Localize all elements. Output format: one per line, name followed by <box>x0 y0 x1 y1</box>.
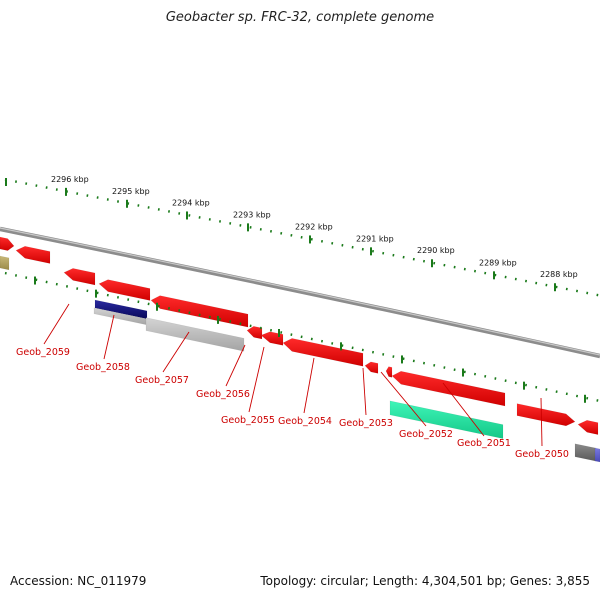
gene-arrow <box>282 338 364 367</box>
kbp-label: 2290 kbp <box>417 246 455 255</box>
feature-bar <box>0 255 10 271</box>
feature-bar <box>574 443 597 462</box>
leader-line <box>442 382 485 437</box>
accession-text: Accession: NC_011979 <box>10 574 147 588</box>
kbp-label: 2292 kbp <box>295 222 333 231</box>
leader-line <box>540 397 543 447</box>
leader-line <box>380 371 427 427</box>
gene-arrow <box>260 331 284 346</box>
feature-bar <box>389 400 504 439</box>
gene-label-group: Geob_2059 Geob_2058 Geob_2057 Geob_2056 Geob… <box>16 347 569 460</box>
gene-label: Geob_2058 <box>76 362 130 373</box>
feature-bar <box>594 447 600 463</box>
feature-bar <box>145 317 245 352</box>
backbone-line <box>0 226 600 359</box>
kbp-label: 2295 kbp <box>112 187 150 196</box>
kbp-label: 2288 kbp <box>540 270 578 279</box>
inner-tick-track <box>4 271 599 403</box>
genome-backbone <box>0 226 600 359</box>
leader-line <box>248 346 265 413</box>
backbone-highlight <box>0 227 600 356</box>
gene-label: Geob_2050 <box>515 449 569 460</box>
gene-label: Geob_2051 <box>457 438 511 449</box>
kbp-label: 2296 kbp <box>51 175 89 184</box>
kbp-scale-track: 2296 kbp 2295 kbp 2294 kbp 2293 kbp 2292 kbp… <box>4 175 599 297</box>
gene-arrow <box>15 245 51 264</box>
leader-line <box>162 331 190 373</box>
kbp-label: 2291 kbp <box>356 234 394 243</box>
gene-arrow <box>63 268 96 286</box>
gene-arrow <box>364 361 379 374</box>
gene-label: Geob_2054 <box>278 416 332 427</box>
gene-label: Geob_2055 <box>221 415 275 426</box>
gene-label: Geob_2059 <box>16 347 70 358</box>
gene-arrow <box>516 403 576 427</box>
leader-line <box>303 357 315 414</box>
kbp-label: 2289 kbp <box>479 258 517 267</box>
leader-line <box>103 314 115 360</box>
gene-arrow <box>0 236 15 251</box>
map-title: Geobacter sp. FRC-32, complete genome <box>165 10 435 25</box>
kbp-label: 2294 kbp <box>172 198 210 207</box>
gene-label: Geob_2052 <box>399 429 453 440</box>
gene-arrow <box>391 370 506 407</box>
gene-arrow <box>98 279 151 301</box>
gene-label: Geob_2056 <box>196 389 250 400</box>
leader-line <box>43 303 70 345</box>
gene-arrow <box>246 325 263 340</box>
leader-line <box>225 344 246 387</box>
leader-line <box>362 367 367 416</box>
kbp-label: 2293 kbp <box>233 210 271 219</box>
gene-arrow <box>385 366 393 378</box>
gene-label: Geob_2053 <box>339 418 393 429</box>
gene-arrow <box>577 419 599 435</box>
label-leader-lines <box>43 303 543 447</box>
genome-summary-text: Topology: circular; Length: 4,304,501 bp… <box>260 574 590 588</box>
gene-track <box>0 236 600 463</box>
gene-label: Geob_2057 <box>135 375 189 386</box>
